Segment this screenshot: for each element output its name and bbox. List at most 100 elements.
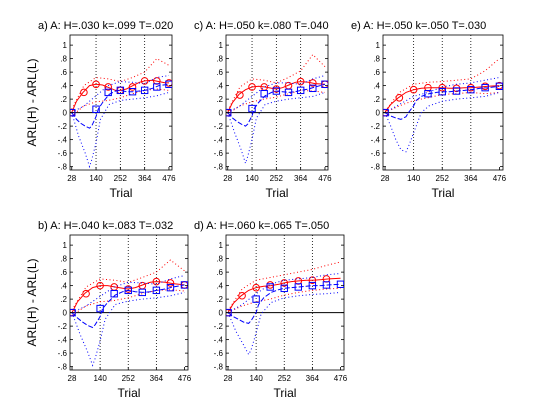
x-tick-label: 140 bbox=[407, 174, 421, 183]
y-axis-label: ARL(H) - ARL(L) bbox=[25, 258, 39, 346]
square-marker bbox=[481, 83, 489, 92]
x-tick-label: 140 bbox=[93, 374, 107, 383]
square-marker bbox=[180, 281, 188, 289]
series-line-2 bbox=[227, 261, 341, 311]
square-marker bbox=[438, 88, 446, 96]
circle-marker bbox=[309, 79, 317, 87]
square-marker bbox=[140, 86, 149, 95]
square-marker bbox=[266, 283, 274, 291]
series-group bbox=[70, 57, 172, 169]
y-tick-label: 0 bbox=[376, 109, 381, 118]
y-tick-label: 0 bbox=[219, 109, 224, 118]
circle-marker bbox=[248, 83, 256, 91]
square-marker bbox=[92, 105, 100, 113]
square-marker bbox=[260, 90, 268, 98]
square-marker bbox=[296, 86, 305, 95]
x-tick-label: 364 bbox=[150, 374, 164, 383]
y-tick-label: 0 bbox=[63, 309, 68, 318]
square-marker bbox=[248, 104, 256, 113]
square-marker bbox=[104, 88, 112, 97]
series-line-4 bbox=[71, 291, 185, 367]
panel-title: e) A: H=.050 k=.050 T=.030 bbox=[351, 20, 486, 32]
x-tick-label: 252 bbox=[270, 174, 284, 183]
panel-0: -.8 -.6 -.4 -.2 0 .2 .4 .6 .8 1 28 140 252 364 476 a) A… bbox=[25, 20, 176, 200]
y-tick-label: .2 bbox=[373, 95, 380, 104]
y-tick-label: -.2 bbox=[214, 322, 224, 331]
y-tick-label: -.4 bbox=[371, 136, 381, 145]
panel-4: -.8 -.6 -.4 -.2 0 .2 .4 .6 .8 1 28 140 252 364 476 d) A… bbox=[194, 220, 348, 400]
square-marker bbox=[495, 82, 503, 90]
y-tick-label: .2 bbox=[216, 295, 223, 304]
circle-marker bbox=[438, 83, 447, 92]
square-marker bbox=[226, 108, 232, 117]
x-tick-label: 28 bbox=[223, 174, 232, 183]
circle-marker bbox=[395, 93, 404, 102]
square-marker bbox=[309, 84, 317, 93]
y-tick-label: -.2 bbox=[58, 122, 68, 131]
circle-marker bbox=[296, 77, 305, 86]
y-tick-label: -.4 bbox=[214, 136, 224, 145]
y-tick-label: -.6 bbox=[214, 349, 224, 358]
x-tick-label: 28 bbox=[67, 174, 76, 183]
series-line-2 bbox=[71, 259, 185, 311]
y-tick-label: .8 bbox=[216, 55, 223, 64]
square-marker bbox=[116, 86, 125, 95]
x-tick-label: 364 bbox=[464, 174, 478, 183]
y-tick-label: .2 bbox=[216, 95, 223, 104]
y-tick-label: -.6 bbox=[214, 149, 224, 158]
series-line-0 bbox=[71, 79, 169, 113]
x-tick-label: 476 bbox=[493, 174, 507, 183]
series-line-4 bbox=[384, 91, 500, 153]
plot-area bbox=[225, 34, 329, 171]
y-tick-label: .6 bbox=[216, 268, 223, 277]
panel-1: -.8 -.6 -.4 -.2 0 .2 .4 .6 .8 1 28 140 252 364 476 c) A… bbox=[194, 20, 332, 200]
y-tick-label: -.6 bbox=[58, 149, 68, 158]
y-tick-label: 0 bbox=[63, 109, 68, 118]
x-tick-label: 252 bbox=[278, 374, 292, 383]
y-tick-label: 1 bbox=[63, 241, 68, 250]
series-group bbox=[70, 259, 188, 367]
circle-marker bbox=[104, 83, 112, 91]
series-line-3 bbox=[227, 283, 341, 324]
panel-3: -.8 -.6 -.4 -.2 0 .2 .4 .6 .8 1 28 140 252 364 476 b) A… bbox=[25, 220, 192, 400]
x-tick-label: 140 bbox=[249, 374, 263, 383]
y-tick-label: .4 bbox=[60, 282, 67, 291]
square-marker bbox=[424, 90, 432, 98]
series-line-5 bbox=[71, 75, 170, 114]
plot-area bbox=[382, 34, 504, 171]
y-tick-label: .8 bbox=[60, 255, 67, 264]
square-marker bbox=[110, 290, 118, 298]
x-axis-label: Trial bbox=[274, 386, 297, 400]
circle-marker bbox=[128, 83, 137, 91]
series-line-1 bbox=[71, 88, 170, 117]
x-tick-label: 364 bbox=[294, 174, 308, 183]
y-tick-label: -.8 bbox=[371, 163, 381, 172]
square-marker bbox=[152, 286, 161, 295]
series-group bbox=[383, 58, 503, 153]
square-marker bbox=[124, 286, 132, 295]
plot-area bbox=[69, 234, 189, 371]
square-marker bbox=[272, 87, 281, 95]
y-tick-label: .2 bbox=[60, 295, 67, 304]
y-tick-label: 0 bbox=[219, 309, 224, 318]
series-line-3 bbox=[384, 85, 500, 120]
x-tick-label: 364 bbox=[138, 174, 152, 183]
panels: -.8 -.6 -.4 -.2 0 .2 .4 .6 .8 1 28 140 252 364 476 a) A… bbox=[25, 20, 507, 400]
x-tick-label: 28 bbox=[224, 374, 233, 383]
y-tick-label: .4 bbox=[216, 82, 223, 91]
y-tick-label: .6 bbox=[60, 268, 67, 277]
circle-marker bbox=[140, 77, 149, 85]
circle-marker bbox=[92, 80, 100, 89]
series-line-3 bbox=[71, 284, 185, 329]
y-tick-label: 1 bbox=[219, 241, 224, 250]
series-group bbox=[226, 261, 344, 356]
y-tick-label: -.2 bbox=[214, 122, 224, 131]
square-marker bbox=[153, 83, 161, 91]
x-tick-label: 140 bbox=[245, 174, 259, 183]
y-tick-label: .6 bbox=[373, 68, 380, 77]
series-group bbox=[226, 53, 328, 165]
x-tick-label: 28 bbox=[381, 174, 390, 183]
series-line-3 bbox=[71, 83, 170, 129]
circle-marker bbox=[308, 276, 317, 285]
